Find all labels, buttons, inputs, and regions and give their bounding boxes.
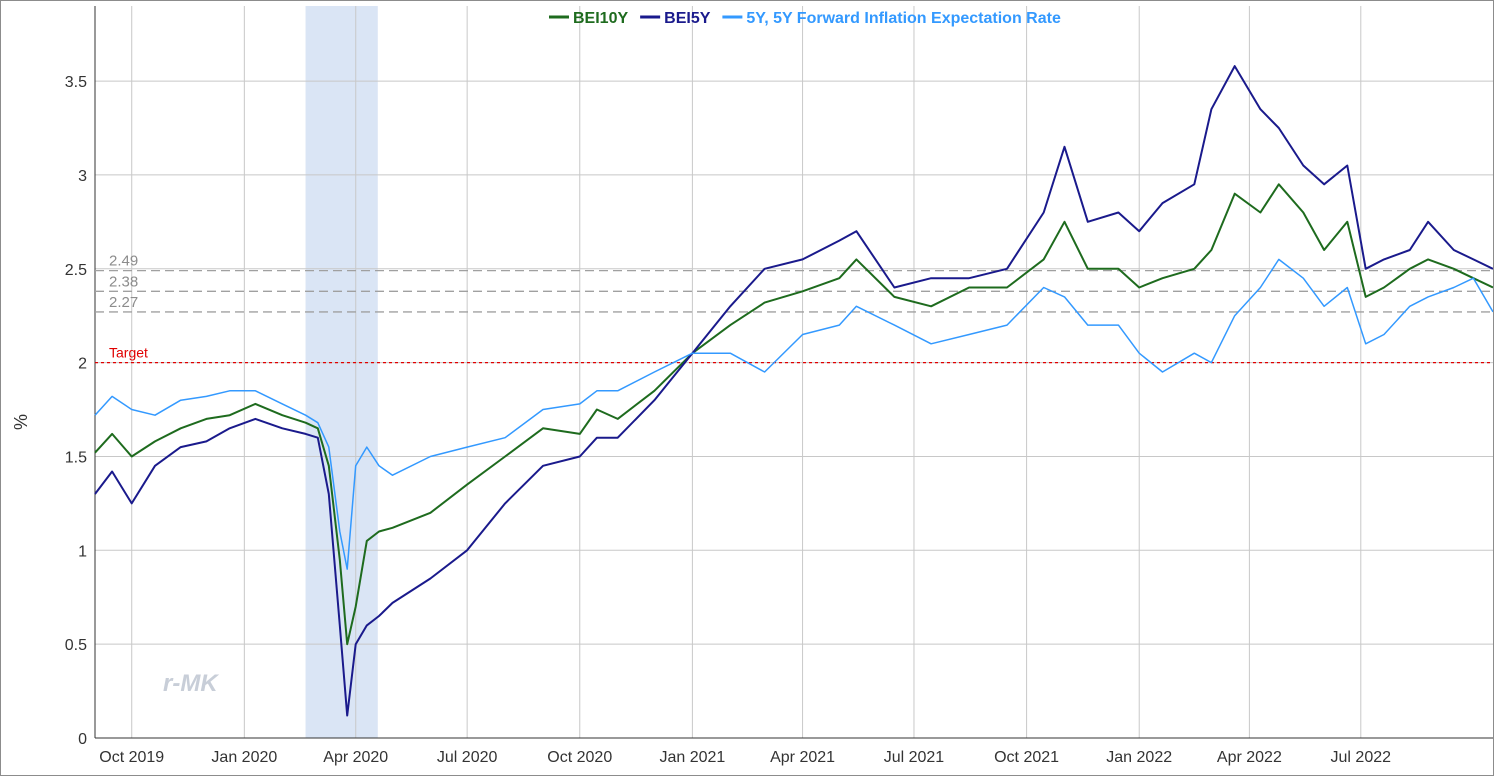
x-tick-label: Jan 2020 bbox=[211, 749, 277, 766]
y-tick-label: 2 bbox=[78, 356, 87, 373]
y-tick-label: 3 bbox=[78, 168, 87, 185]
series-line-2 bbox=[94, 65, 1494, 717]
watermark: r-MK bbox=[163, 670, 219, 697]
x-tick-labels: Oct 2019 Jan 2020 Apr 2020 Jul 2020 Oct 2020… bbox=[99, 749, 1391, 766]
y-axis-label: % bbox=[11, 414, 31, 430]
series-line-3 bbox=[94, 258, 1494, 570]
x-tick-label: Apr 2021 bbox=[770, 749, 835, 766]
x-tick-label: Jul 2020 bbox=[437, 749, 498, 766]
y-tick-label: 3.5 bbox=[65, 74, 87, 91]
reference-line-label: Target bbox=[109, 345, 148, 361]
x-tick-label: Jan 2021 bbox=[659, 749, 725, 766]
legend-entry: BEI10Y bbox=[573, 10, 628, 27]
grid bbox=[95, 6, 1493, 739]
reference-lines: 2.49 2.38 2.27 Target bbox=[95, 253, 1493, 364]
reference-line-label: 2.27 bbox=[109, 294, 138, 311]
x-tick-label: Jul 2022 bbox=[1331, 749, 1392, 766]
y-tick-label: 1.5 bbox=[65, 449, 87, 466]
x-tick-label: Jan 2022 bbox=[1106, 749, 1172, 766]
legend-entry: BEI5Y bbox=[664, 10, 711, 27]
reference-line-label: 2.38 bbox=[109, 273, 138, 290]
shaded-region bbox=[305, 6, 378, 738]
axes bbox=[94, 6, 1493, 739]
y-tick-label: 2.5 bbox=[65, 262, 87, 279]
legend: BEI10Y BEI5Y 5Y, 5Y Forward Inflation Expe… bbox=[549, 10, 1061, 27]
y-tick-label: 0.5 bbox=[65, 637, 87, 654]
x-tick-label: Oct 2020 bbox=[547, 749, 612, 766]
y-tick-labels: 0 0.5 1 1.5 2 2.5 3 3.5 bbox=[65, 74, 87, 748]
series-line-1 bbox=[94, 183, 1494, 646]
x-tick-label: Apr 2022 bbox=[1217, 749, 1282, 766]
x-tick-label: Jul 2021 bbox=[884, 749, 945, 766]
series-lines bbox=[94, 65, 1494, 717]
x-tick-label: Oct 2019 bbox=[99, 749, 164, 766]
y-tick-label: 1 bbox=[78, 543, 87, 560]
y-tick-label: 0 bbox=[78, 731, 87, 748]
legend-entry: 5Y, 5Y Forward Inflation Expectation Rat… bbox=[746, 10, 1061, 27]
reference-line-label: 2.49 bbox=[109, 253, 138, 270]
x-tick-label: Oct 2021 bbox=[994, 749, 1059, 766]
x-tick-label: Apr 2020 bbox=[323, 749, 388, 766]
